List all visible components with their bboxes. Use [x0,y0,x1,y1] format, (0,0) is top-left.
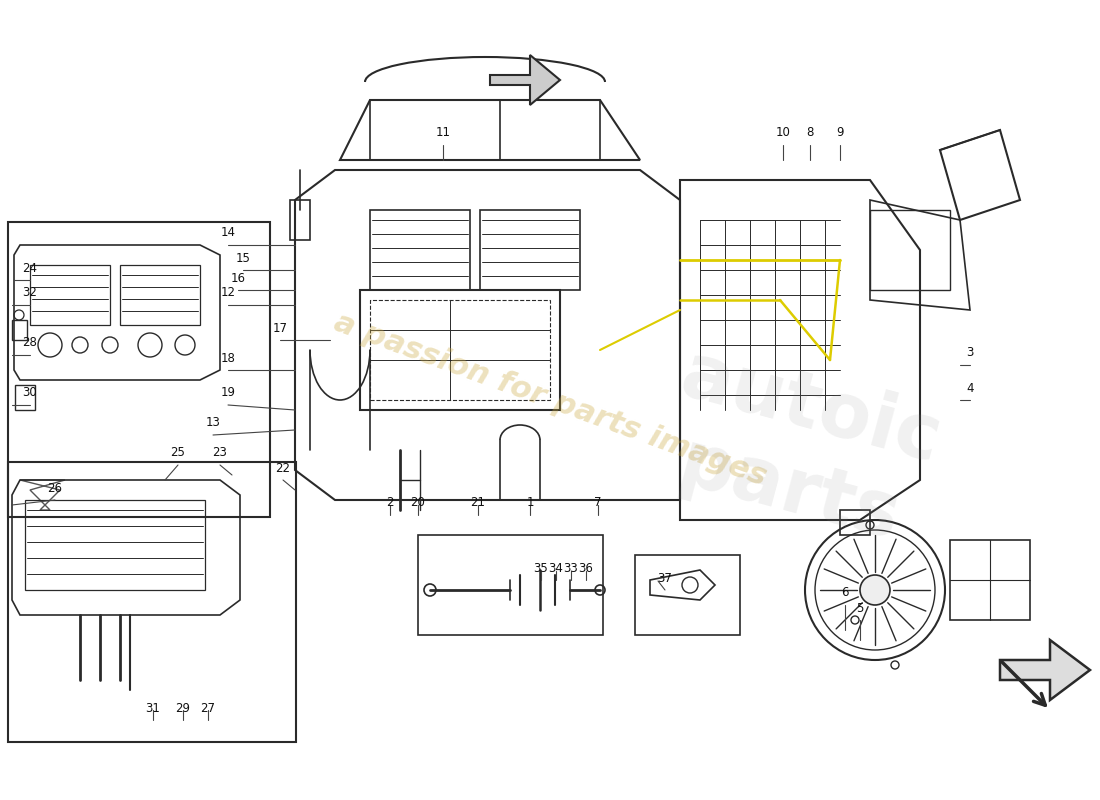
Text: 9: 9 [836,126,844,139]
Text: 37: 37 [658,571,672,585]
Bar [8,222,270,517]
Text: 6: 6 [842,586,849,599]
Bar [12,320,28,340]
Text: 29: 29 [176,702,190,714]
Bar [15,385,35,410]
Bar [120,265,200,325]
Text: 28: 28 [23,337,37,350]
Bar [360,290,560,410]
Text: 10: 10 [776,126,791,139]
Text: 20: 20 [410,497,426,510]
Text: 32: 32 [23,286,37,299]
Bar [370,210,470,290]
Text: 11: 11 [436,126,451,139]
Bar [950,540,1030,620]
Polygon shape [1000,640,1090,700]
Bar [870,210,950,290]
Text: 17: 17 [273,322,287,334]
Text: 30: 30 [23,386,37,399]
Text: 15: 15 [235,251,251,265]
Bar [370,300,550,400]
Bar [25,500,205,590]
Circle shape [860,575,890,605]
Text: 14: 14 [220,226,235,239]
Polygon shape [490,55,560,105]
Text: 13: 13 [206,417,220,430]
Text: 27: 27 [200,702,216,714]
Text: 24: 24 [22,262,37,274]
Text: 36: 36 [579,562,593,574]
Bar [635,555,740,635]
Text: 16: 16 [231,271,245,285]
Text: 26: 26 [47,482,63,494]
Text: 35: 35 [534,562,549,574]
Text: 3: 3 [966,346,974,359]
Bar [8,462,296,742]
Text: 5: 5 [856,602,864,614]
Text: 33: 33 [563,562,579,574]
Text: 31: 31 [145,702,161,714]
Text: 34: 34 [549,562,563,574]
Text: a passion for parts images: a passion for parts images [330,308,770,492]
Text: 21: 21 [471,497,485,510]
Text: 12: 12 [220,286,235,299]
Bar [30,265,110,325]
Text: 4: 4 [966,382,974,394]
Bar [480,210,580,290]
Text: autoic
parts: autoic parts [651,338,949,562]
Bar [840,510,870,535]
Text: 7: 7 [594,497,602,510]
Text: 8: 8 [806,126,814,139]
Text: 22: 22 [275,462,290,474]
Text: 25: 25 [170,446,186,459]
Text: 1: 1 [526,497,534,510]
Bar [418,535,603,635]
Text: 19: 19 [220,386,235,399]
Text: 18: 18 [221,351,235,365]
Text: 2: 2 [386,497,394,510]
Text: 23: 23 [212,446,228,459]
